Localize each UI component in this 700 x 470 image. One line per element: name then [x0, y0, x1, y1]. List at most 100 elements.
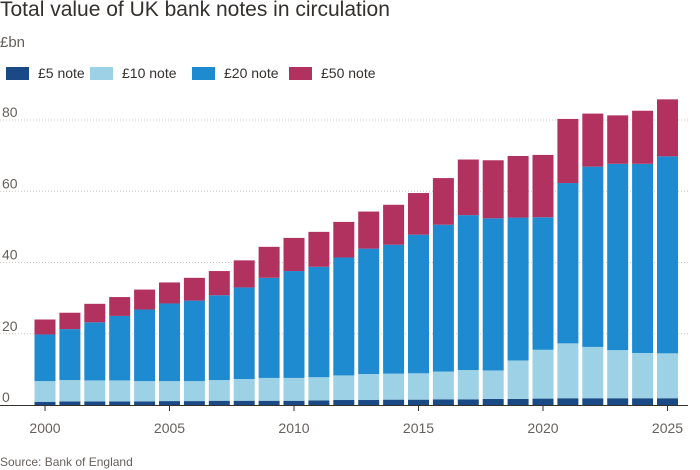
bar-2022-50note	[582, 113, 604, 167]
y-tick-label-20: 20	[2, 318, 18, 334]
bar-2003-20note	[109, 315, 131, 381]
bar-2002-10note	[84, 380, 106, 402]
x-tick-label-2010: 2010	[278, 420, 309, 436]
bar-2019-10note	[507, 360, 529, 399]
bar-2020-50note	[532, 154, 554, 218]
bar-2011-10note	[308, 377, 330, 401]
legend-item-50-note: £50 note	[289, 64, 376, 82]
bar-2025-50note	[657, 99, 678, 157]
bar-2006-50note	[183, 277, 205, 301]
legend-label-5-note: £5 note	[38, 65, 85, 81]
bar-2001-10note	[59, 380, 81, 402]
bar-2025-20note	[657, 156, 678, 354]
bar-2014-20note	[383, 244, 405, 374]
legend-label-10-note: £10 note	[122, 65, 177, 81]
bar-2016-10note	[432, 371, 454, 400]
bar-2000-5note	[34, 401, 56, 405]
bar-2013-10note	[358, 374, 380, 401]
bar-2024-20note	[632, 163, 654, 353]
bar-2009-50note	[258, 246, 280, 278]
bar-2017-5note	[457, 399, 479, 405]
bar-2008-10note	[233, 378, 255, 401]
bar-2020-10note	[532, 349, 554, 399]
bar-2000-20note	[34, 334, 56, 382]
bar-2012-20note	[333, 257, 355, 376]
bar-2005-10note	[159, 381, 180, 402]
bar-2013-20note	[358, 248, 380, 375]
bar-2012-10note	[333, 375, 355, 401]
bar-2021-20note	[557, 183, 579, 344]
bar-2007-10note	[208, 380, 230, 401]
legend-label-50-note: £50 note	[321, 65, 376, 81]
bar-2008-20note	[233, 287, 255, 379]
x-tick-label-2005: 2005	[154, 420, 185, 436]
bar-2019-50note	[507, 155, 529, 218]
bar-2021-50note	[557, 118, 579, 184]
bar-2023-5note	[607, 398, 629, 405]
bar-2014-50note	[383, 204, 405, 245]
bar-2012-50note	[333, 221, 355, 258]
bar-2004-10note	[134, 381, 156, 402]
bar-2010-50note	[283, 237, 305, 272]
bar-2022-10note	[582, 346, 604, 399]
legend-item-5-note: £5 note	[6, 64, 85, 82]
y-tick-label-60: 60	[2, 175, 18, 191]
legend-swatch-10-note	[90, 66, 113, 80]
bar-2006-10note	[183, 381, 205, 402]
legend-item-20-note: £20 note	[192, 64, 279, 82]
bar-2002-50note	[84, 303, 106, 323]
bar-2023-10note	[607, 350, 629, 399]
bar-2016-20note	[432, 224, 454, 372]
bar-2019-20note	[507, 217, 529, 361]
bar-2007-5note	[208, 400, 230, 405]
bar-2015-5note	[408, 399, 429, 405]
bar-2015-10note	[408, 373, 429, 400]
y-tick-label-80: 80	[2, 104, 18, 120]
bar-2018-20note	[482, 218, 504, 371]
bar-2024-50note	[632, 110, 654, 164]
y-tick-label-40: 40	[2, 247, 18, 263]
bar-2004-20note	[134, 309, 156, 382]
bar-2001-50note	[59, 312, 81, 330]
bar-2014-5note	[383, 399, 405, 405]
legend-item-10-note: £10 note	[90, 64, 177, 82]
bar-2017-20note	[457, 215, 479, 371]
bar-2000-50note	[34, 319, 56, 335]
bar-2018-10note	[482, 370, 504, 399]
x-tick-label-2000: 2000	[29, 420, 60, 436]
bar-2003-50note	[109, 297, 131, 316]
bar-2002-5note	[84, 401, 106, 405]
bar-2024-5note	[632, 398, 654, 405]
bar-2018-5note	[482, 398, 504, 405]
bar-2017-50note	[457, 159, 479, 216]
bar-2011-50note	[308, 231, 330, 267]
x-tick-label-2015: 2015	[403, 420, 434, 436]
y-tick-label-0: 0	[2, 389, 10, 405]
x-tick-label-2025: 2025	[652, 420, 683, 436]
bar-2005-20note	[159, 303, 180, 382]
bar-2005-50note	[159, 282, 180, 304]
legend-label-20-note: £20 note	[224, 65, 279, 81]
bar-2022-5note	[582, 398, 604, 405]
bar-2008-50note	[233, 260, 255, 288]
bar-2015-50note	[408, 193, 429, 235]
bar-2013-50note	[358, 211, 380, 249]
bar-2025-5note	[657, 398, 678, 405]
bar-2007-50note	[208, 271, 230, 296]
bar-2010-20note	[283, 271, 305, 378]
bar-2008-5note	[233, 400, 255, 405]
bar-2023-20note	[607, 163, 629, 351]
bar-2009-5note	[258, 400, 280, 405]
bar-2002-20note	[84, 322, 106, 381]
bar-2018-50note	[482, 160, 504, 219]
bar-2006-20note	[183, 300, 205, 382]
bar-2007-20note	[208, 295, 230, 381]
bar-2010-10note	[283, 377, 305, 401]
bar-2021-10note	[557, 343, 579, 399]
bar-2019-5note	[507, 398, 529, 405]
chart-title: Total value of UK bank notes in circulat…	[0, 0, 390, 21]
y-axis-unit-label: £bn	[0, 34, 26, 51]
bar-2003-5note	[109, 401, 131, 405]
bar-2009-10note	[258, 377, 280, 401]
